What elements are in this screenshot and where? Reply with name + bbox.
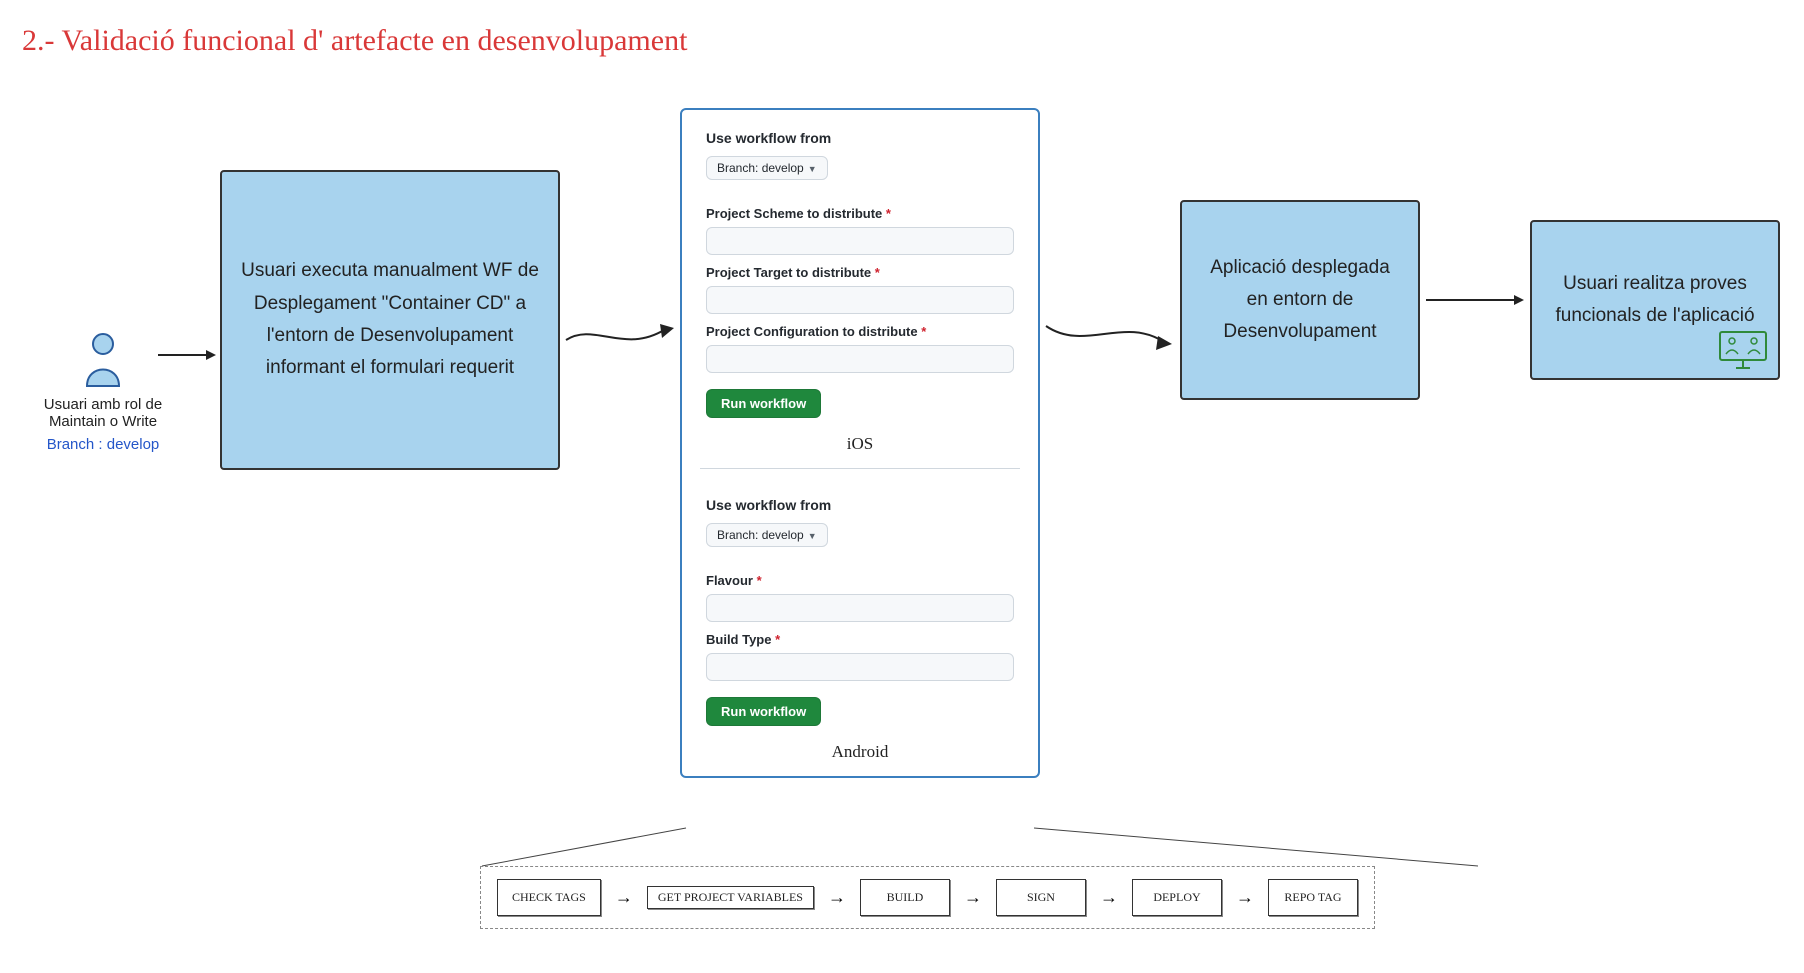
expansion-lines [0,0,1804,973]
pipeline-step-1: GET PROJECT VARIABLES [647,886,814,910]
pipeline-step-4: DEPLOY [1132,879,1222,916]
pipeline-step-2: BUILD [860,879,950,916]
arrow-icon: → [1236,887,1254,908]
arrow-icon: → [828,887,846,908]
pipeline-container: CHECK TAGS → GET PROJECT VARIABLES → BUI… [480,866,1375,929]
pipeline-step-5: REPO TAG [1268,879,1358,916]
pipeline-step-3: SIGN [996,879,1086,916]
arrow-icon: → [964,887,982,908]
arrow-icon: → [1100,887,1118,908]
pipeline-step-0: CHECK TAGS [497,879,601,916]
arrow-icon: → [615,887,633,908]
